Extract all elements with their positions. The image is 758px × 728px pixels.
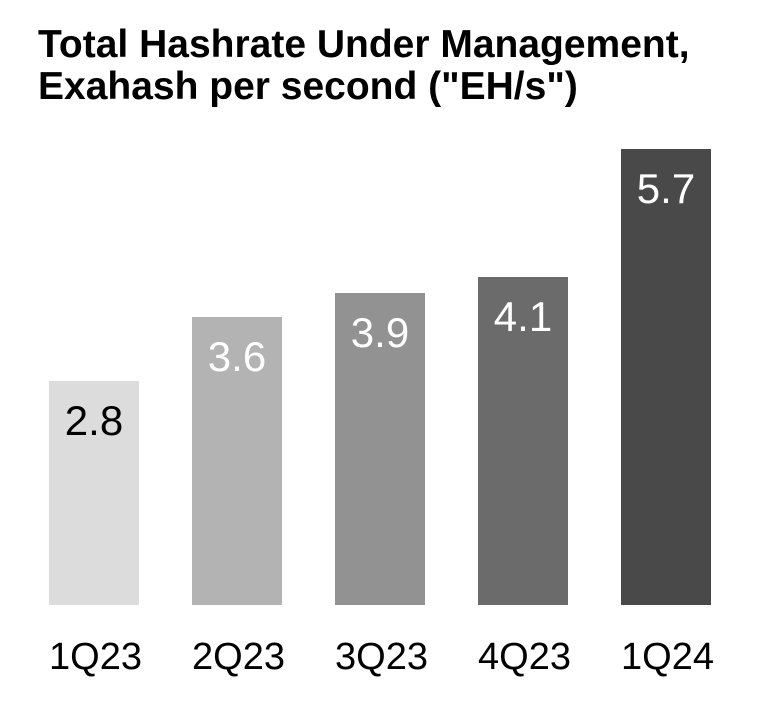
bar-chart-plot-area: 2.8 3.6 3.9 4.1 5.7 [49, 130, 711, 605]
bar-2q23: 3.6 [192, 317, 282, 605]
chart-title-line1: Total Hashrate Under Management, [38, 23, 690, 66]
x-axis-label-1q23: 1Q23 [49, 636, 142, 678]
bar-value-label-3q23: 3.9 [350, 309, 410, 356]
bar-value-label-4q23: 4.1 [493, 293, 553, 340]
bar-4q23: 4.1 [478, 277, 568, 605]
bar-1q23: 2.8 [49, 381, 139, 605]
bar-value-label-1q23: 2.8 [64, 397, 124, 444]
x-axis-label-4q23: 4Q23 [478, 636, 571, 678]
bar-value-label-1q24: 5.7 [636, 165, 696, 212]
x-axis-labels: 1Q23 2Q23 3Q23 4Q23 1Q24 [49, 605, 714, 680]
bar-3q23: 3.9 [335, 293, 425, 605]
x-axis-label-1q24: 1Q24 [621, 636, 714, 678]
x-axis-label-2q23: 2Q23 [192, 636, 285, 678]
x-axis-label-3q23: 3Q23 [335, 636, 428, 678]
chart-title-line2: Exahash per second ("EH/s") [38, 65, 578, 108]
chart-title: Total Hashrate Under Management, Exahash … [38, 24, 690, 108]
bar-1q24: 5.7 [621, 149, 711, 605]
bar-value-label-2q23: 3.6 [207, 333, 267, 380]
